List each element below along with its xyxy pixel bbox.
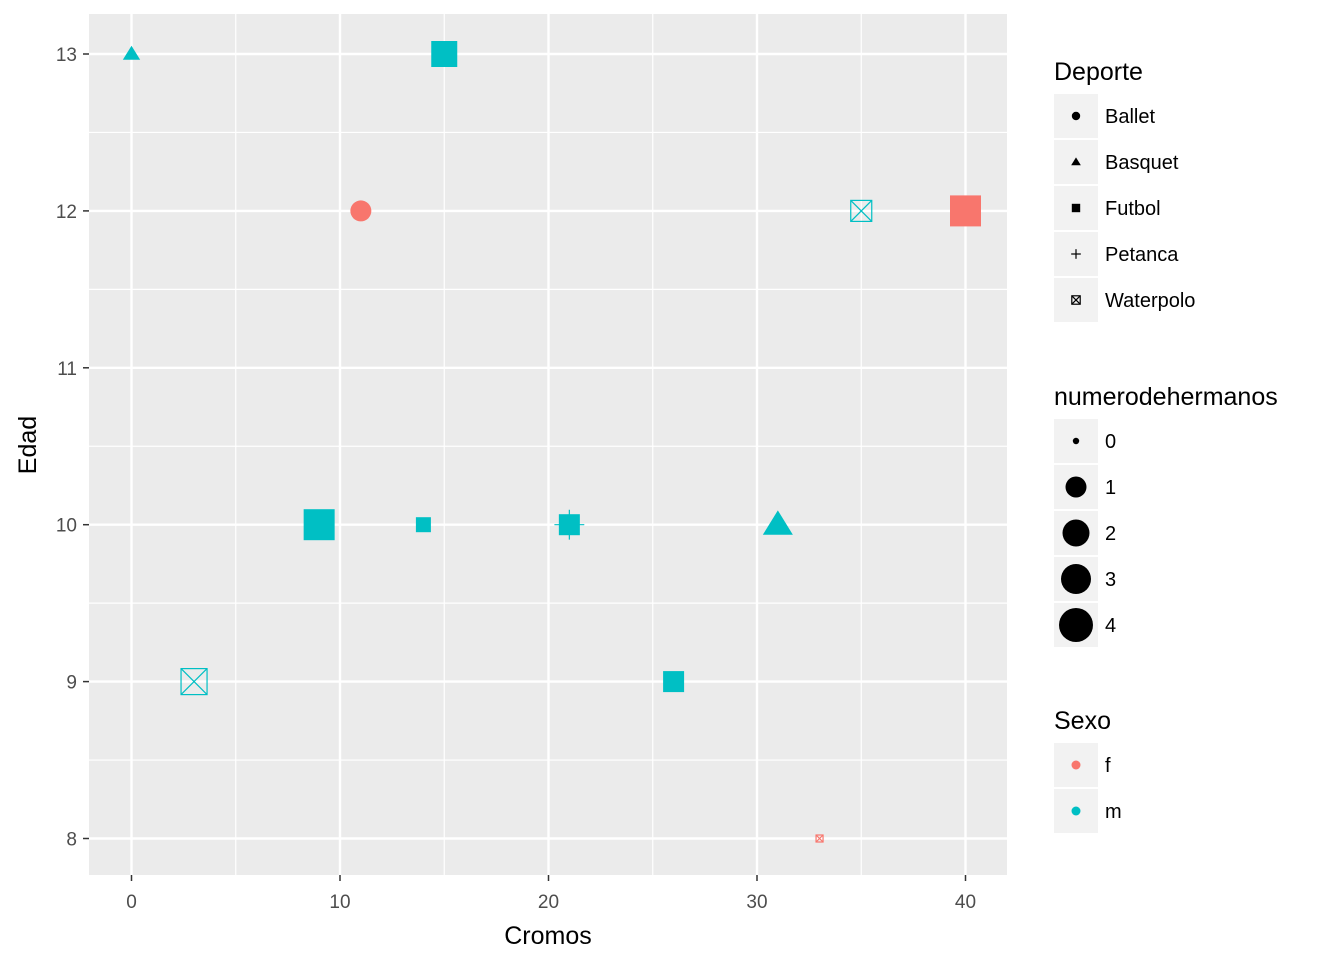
legend-key-symbol [1071, 111, 1081, 121]
legend-title: Deporte [1054, 58, 1143, 86]
x-axis-ticks: 0 10 20 30 40 [126, 875, 976, 913]
x-tick-label: 0 [126, 892, 137, 913]
data-point [415, 517, 431, 533]
legend-key-symbol [1071, 806, 1081, 816]
legend-title: numerodehermanos [1054, 383, 1278, 411]
legend-label: Futbol [1105, 198, 1161, 220]
legend-label: 1 [1105, 477, 1116, 499]
legend-size: numerodehermanos 0 1 2 3 4 [1054, 383, 1278, 647]
data-point [850, 199, 873, 222]
data-point [180, 667, 208, 696]
legend-key-symbol [1071, 295, 1081, 305]
data-point [122, 45, 141, 60]
legend-title: Sexo [1054, 707, 1111, 735]
legend-key-symbol [1061, 564, 1091, 594]
y-tick-label: 12 [56, 202, 77, 223]
x-axis-title: Cromos [504, 922, 592, 950]
legend-key-symbol [1071, 760, 1081, 770]
data-point [950, 195, 981, 227]
y-axis-ticks: 8 9 10 11 12 13 [56, 45, 89, 851]
y-tick-label: 10 [56, 516, 77, 537]
legend-label: Basquet [1105, 152, 1179, 174]
y-tick-label: 13 [56, 45, 77, 66]
legend-label: 2 [1105, 523, 1116, 545]
legend-shape: Deporte Ballet Basquet Futbol Petanca Waterpo… [1054, 58, 1195, 322]
legend-key-symbol [1062, 519, 1090, 547]
legend-label: Waterpolo [1105, 290, 1195, 312]
y-axis-title: Edad [14, 416, 42, 474]
data-point [303, 509, 335, 541]
x-tick-label: 10 [329, 892, 350, 913]
legend-label: 3 [1105, 569, 1116, 591]
data-points [122, 41, 981, 843]
data-point [815, 834, 824, 843]
data-point [554, 509, 585, 540]
legend-key-symbol [1065, 476, 1087, 498]
legends: Deporte Ballet Basquet Futbol Petanca Waterpo… [1054, 58, 1278, 833]
data-point [762, 510, 793, 535]
grid-major [89, 14, 1007, 875]
legend-label: f [1105, 755, 1111, 777]
legend-label: 4 [1105, 615, 1116, 637]
legend-label: Ballet [1105, 106, 1155, 128]
legend-key-symbol [1072, 437, 1080, 445]
x-tick-label: 20 [538, 892, 559, 913]
legend-color: Sexo f m [1054, 707, 1122, 833]
legend-key-symbol [1059, 608, 1093, 642]
data-point [431, 41, 458, 67]
x-tick-label: 30 [746, 892, 767, 913]
legend-key-symbol [1071, 203, 1081, 213]
legend-key-symbol [1071, 157, 1081, 166]
legend-label: 0 [1105, 431, 1116, 453]
legend-key-symbol [1071, 249, 1081, 259]
x-tick-label: 40 [955, 892, 976, 913]
legend-label: Petanca [1105, 244, 1179, 266]
y-tick-label: 9 [66, 673, 77, 694]
y-tick-label: 11 [57, 359, 77, 380]
data-point [663, 671, 685, 693]
y-tick-label: 8 [66, 830, 77, 851]
legend-label: m [1105, 801, 1122, 823]
data-point [350, 200, 372, 222]
